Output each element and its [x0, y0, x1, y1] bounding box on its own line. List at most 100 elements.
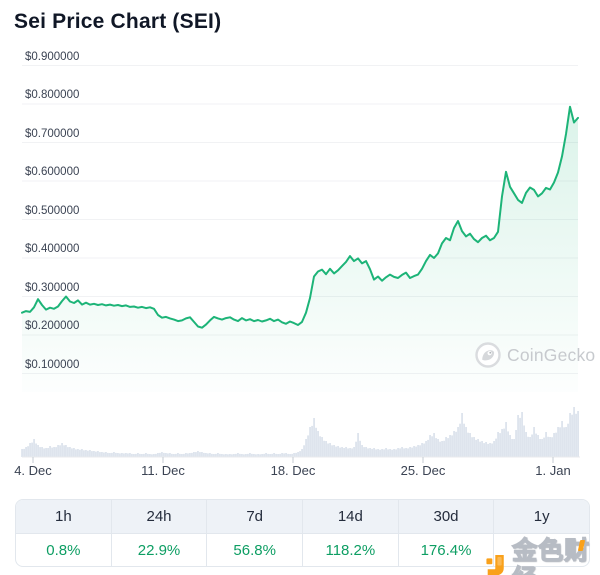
- volume-bar: [489, 443, 491, 457]
- volume-bar: [273, 453, 275, 457]
- volume-bar: [345, 447, 347, 457]
- volume-bar: [461, 413, 463, 457]
- volume-bar: [369, 448, 371, 457]
- volume-bar: [337, 446, 339, 457]
- volume-bar: [523, 425, 525, 457]
- volume-bar: [455, 431, 457, 457]
- volume-bar: [65, 445, 67, 457]
- volume-bar: [107, 452, 109, 457]
- volume-bar: [425, 441, 427, 457]
- price-chart[interactable]: [0, 0, 600, 485]
- volume-bar: [497, 432, 499, 457]
- volume-bar: [319, 436, 321, 457]
- volume-bar: [313, 418, 315, 457]
- table-header-24h: 24h: [112, 500, 208, 533]
- x-axis-label: 11. Dec: [141, 463, 185, 478]
- page-title: Sei Price Chart (SEI): [14, 10, 222, 33]
- coingecko-gecko-icon: [475, 342, 501, 368]
- volume-bar: [493, 441, 495, 457]
- volume-bar: [229, 454, 231, 457]
- volume-bar: [283, 453, 285, 457]
- volume-bar: [41, 447, 43, 457]
- volume-bar: [513, 439, 515, 457]
- volume-bar: [385, 448, 387, 457]
- volume-bar: [355, 441, 357, 457]
- volume-bar: [297, 452, 299, 457]
- volume-bar: [325, 441, 327, 457]
- volume-bar: [277, 454, 279, 457]
- volume-bar: [249, 453, 251, 457]
- volume-bar: [339, 447, 341, 458]
- volume-bar: [193, 452, 195, 457]
- volume-bar: [207, 453, 209, 457]
- volume-bar: [535, 433, 537, 457]
- volume-bar: [349, 448, 351, 457]
- volume-bar: [183, 453, 185, 457]
- volume-bar: [23, 448, 25, 457]
- volume-bar: [357, 433, 359, 457]
- volume-bar: [151, 454, 153, 457]
- volume-bar: [243, 454, 245, 457]
- volume-bar: [265, 453, 267, 457]
- volume-bar: [519, 417, 521, 457]
- volume-bar: [29, 443, 31, 457]
- volume-bar: [167, 453, 169, 457]
- volume-bar: [479, 441, 481, 457]
- volume-bar: [161, 452, 163, 457]
- volume-bar: [563, 427, 565, 457]
- change-value-14d: 118.2%: [303, 534, 399, 566]
- volume-bar: [305, 439, 307, 457]
- volume-bar: [415, 446, 417, 457]
- volume-bar: [363, 447, 365, 457]
- volume-bar: [287, 453, 289, 457]
- volume-bar: [51, 447, 53, 458]
- volume-bar: [95, 451, 97, 457]
- y-axis-label: $0.800000: [25, 89, 80, 101]
- volume-bar: [49, 446, 51, 457]
- x-axis-label: 18. Dec: [270, 463, 316, 478]
- volume-bar: [203, 452, 205, 457]
- volume-bar: [463, 423, 465, 457]
- volume-bar: [311, 425, 313, 457]
- jinse-finance-watermark: 金色财经: [486, 536, 600, 575]
- volume-bar: [371, 448, 373, 457]
- volume-bar: [333, 445, 335, 457]
- volume-bar: [423, 443, 425, 457]
- volume-bar: [247, 453, 249, 457]
- volume-bar: [465, 427, 467, 457]
- volume-bar: [149, 454, 151, 457]
- volume-bar: [501, 429, 503, 457]
- y-axis-label: $0.600000: [25, 166, 80, 178]
- volume-bar: [443, 440, 445, 457]
- volume-bar: [321, 437, 323, 457]
- jinse-logo-icon: [486, 554, 504, 575]
- volume-bar: [227, 454, 229, 457]
- volume-bar: [335, 446, 337, 457]
- volume-bar: [157, 453, 159, 457]
- volume-bar: [253, 454, 255, 457]
- volume-bar: [205, 453, 207, 457]
- volume-bar: [45, 448, 47, 457]
- jinse-watermark-label: 金色财经: [512, 536, 591, 575]
- volume-bar: [451, 435, 453, 457]
- x-axis-label: 25. Dec: [400, 463, 446, 478]
- volume-bar: [225, 454, 227, 457]
- volume-bar: [39, 447, 41, 457]
- volume-bar: [245, 454, 247, 457]
- x-axis-label: 4. Dec: [14, 463, 52, 478]
- volume-bar: [235, 453, 237, 457]
- volume-bar: [241, 454, 243, 457]
- volume-bar: [495, 438, 497, 457]
- volume-bar: [353, 447, 355, 457]
- volume-bar: [365, 447, 367, 457]
- volume-bar: [459, 423, 461, 457]
- volume-bar: [181, 454, 183, 457]
- volume-bar: [63, 445, 65, 457]
- volume-bar: [69, 447, 71, 457]
- volume-bar: [109, 453, 111, 457]
- volume-bar: [555, 432, 557, 457]
- volume-bar: [171, 453, 173, 457]
- volume-bar: [511, 439, 513, 457]
- volume-bar: [413, 446, 415, 457]
- change-value-30d: 176.4%: [399, 534, 495, 566]
